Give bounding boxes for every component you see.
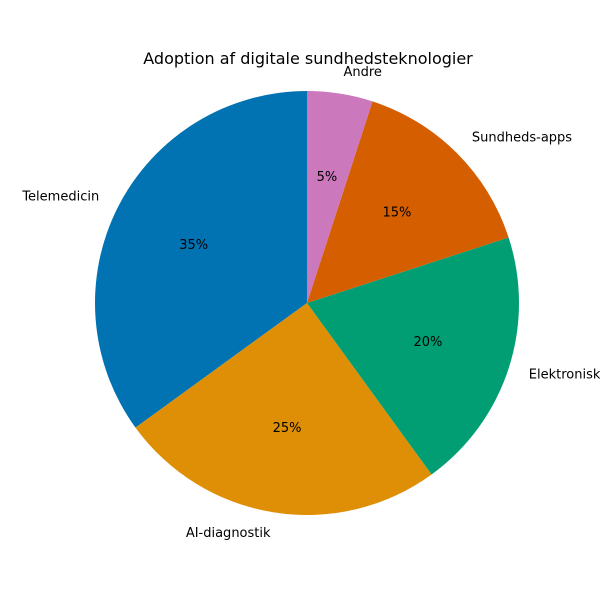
- chart-title: Adoption af digitale sundhedsteknologier: [143, 49, 473, 68]
- category-label: AI-diagnostik: [186, 526, 271, 541]
- pie-labels: Telemedicin 35% AI-diagnostik 25% Elektronis…: [21, 65, 600, 541]
- percentage-label: 35%: [179, 238, 208, 253]
- category-label: Andre: [343, 65, 381, 80]
- category-label: Telemedicin: [21, 190, 99, 205]
- percentage-label: 5%: [317, 170, 338, 185]
- pie-slice-andre: [307, 91, 373, 303]
- pie-slice-telemedicin: [95, 91, 307, 428]
- pie-slices: [95, 91, 519, 515]
- percentage-label: 20%: [414, 335, 443, 350]
- pie-slice-ai-diagnostik: [135, 303, 432, 515]
- pie-slice-sundheds-apps: [307, 101, 509, 303]
- percentage-label: 25%: [273, 421, 302, 436]
- percentage-label: 15%: [382, 206, 411, 221]
- pie-slice-elektronisk: [307, 237, 519, 475]
- category-label: Elektronisk: [529, 368, 600, 383]
- category-label: Sundheds-apps: [472, 131, 572, 146]
